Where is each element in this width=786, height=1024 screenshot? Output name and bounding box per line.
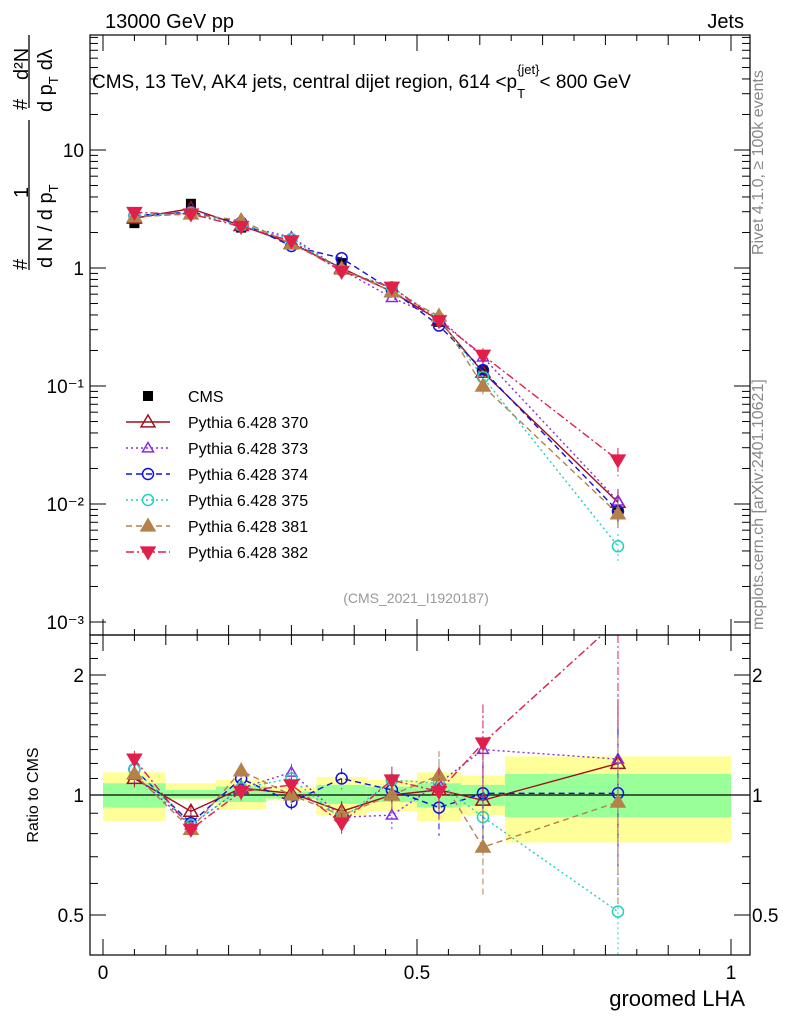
- ratio-point: [283, 779, 300, 794]
- data-series: [126, 198, 627, 955]
- ratio-ylabel: Ratio to CMS: [25, 747, 42, 842]
- legend-entry: Pythia 6.428 382: [126, 545, 308, 562]
- main-point: [283, 235, 300, 250]
- ratio-tick-label-right: 0.5: [752, 906, 778, 927]
- ratio-point: [182, 823, 200, 838]
- y-tick-label: 10: [63, 141, 84, 162]
- ratio-point: [283, 786, 300, 801]
- legend-label: Pythia 6.428 382: [188, 545, 308, 562]
- ratio-point: [611, 905, 625, 918]
- main-point: [126, 206, 143, 222]
- ratio-tick-label-right: 1: [752, 786, 763, 807]
- ratio-tick-label: 0.5: [58, 906, 84, 927]
- rivet-label: Rivet 4.1.0, ≥ 100k events: [750, 70, 767, 255]
- main-point: [474, 377, 492, 392]
- legend-marker: [143, 391, 153, 401]
- legend-entry: Pythia 6.428 381: [126, 517, 308, 536]
- legend-label: Pythia 6.428 381: [188, 519, 308, 536]
- ratio-series-line: [133, 769, 619, 848]
- legend: CMS Pythia 6.428 370 Pythia 6.428 373 Pythi…: [126, 389, 308, 562]
- header-energy: 13000 GeV pp: [105, 11, 234, 33]
- ratio-point: [474, 737, 492, 752]
- ratio-tick-label-right: 2: [752, 666, 763, 687]
- axis-ticks: 10 1 10⁻¹ 10⁻² 10⁻³ 2 2 1 1 0.5 0.5 0 0.5 1: [47, 35, 778, 984]
- header-process: Jets: [707, 11, 744, 33]
- main-point: [333, 265, 350, 280]
- y-tick-label: 10⁻²: [47, 495, 85, 516]
- legend-entry: CMS: [143, 389, 224, 406]
- legend-label: Pythia 6.428 374: [188, 467, 308, 484]
- x-tick-label: 0.5: [404, 963, 430, 984]
- main-point: [609, 505, 627, 520]
- ylabel-denominator-2: d pTdλ: [35, 49, 61, 112]
- ylabel-numerator: 1: [11, 187, 33, 198]
- legend-label: CMS: [188, 389, 224, 406]
- ratio-point: [182, 802, 200, 817]
- ratio-point: [609, 793, 627, 808]
- ratio-point: [126, 765, 143, 780]
- y-tick-label: 10⁻³: [47, 613, 85, 634]
- main-series-line: [134, 207, 619, 503]
- legend-marker: [139, 413, 157, 428]
- main-series-line: [134, 213, 619, 515]
- main-point: [182, 208, 200, 223]
- ylabel-denominator: d N / d pT: [35, 184, 61, 268]
- ylabel-hash: #: [10, 98, 32, 110]
- main-point: [430, 315, 448, 330]
- ratio-point: [474, 838, 492, 853]
- legend-marker: [139, 546, 157, 561]
- y-tick-label: 10⁻¹: [47, 377, 85, 398]
- ratio-series-line: [133, 768, 618, 825]
- legend-entry: Pythia 6.428 373: [126, 441, 308, 458]
- main-point: [474, 349, 492, 364]
- legend-marker: [141, 493, 155, 507]
- legend-marker: [141, 441, 155, 453]
- main-point: [609, 454, 627, 469]
- legend-marker: [141, 467, 155, 481]
- x-tick-label: 1: [726, 963, 737, 984]
- series-375: [128, 206, 625, 955]
- y-tick-label: 1: [73, 259, 84, 280]
- x-axis-label: groomed LHA: [609, 986, 745, 1011]
- ratio-point: [232, 762, 250, 777]
- analysis-id: (CMS_2021_I1920187): [343, 590, 489, 606]
- mcplots-label: mcplots.cern.ch [arXiv:2401.10621]: [750, 379, 767, 630]
- ratio-point: [385, 808, 399, 820]
- series-382: [126, 206, 627, 838]
- ylabel-hash: #: [10, 258, 32, 270]
- ratio-point: [383, 774, 401, 789]
- ratio-point: [430, 785, 448, 801]
- legend-label: Pythia 6.428 373: [188, 441, 308, 458]
- ratio-point: [126, 753, 143, 768]
- ratio-tick-label: 2: [73, 666, 84, 687]
- ylabel-numerator-2: d²N: [11, 48, 33, 80]
- main-ylabel: # # 1 d N / d pT d²N d pTdλ: [10, 35, 61, 270]
- legend-entry: Pythia 6.428 375: [126, 493, 308, 510]
- stat-uncertainty-band: [165, 789, 217, 799]
- legend-label: Pythia 6.428 370: [188, 415, 308, 432]
- legend-label: Pythia 6.428 375: [188, 493, 308, 510]
- main-point: [611, 539, 625, 553]
- cms-point: [185, 198, 196, 209]
- ratio-point: [232, 785, 250, 801]
- main-point: [383, 281, 401, 296]
- x-tick-label: 0: [98, 963, 109, 984]
- ratio-point: [335, 772, 348, 785]
- ratio-point: [333, 817, 350, 832]
- ratio-series-line: [133, 768, 619, 913]
- ratio-tick-label: 1: [73, 786, 84, 807]
- legend-marker: [139, 517, 157, 532]
- legend-entry: Pythia 6.428 374: [126, 467, 308, 484]
- main-point: [232, 220, 250, 236]
- plot-title: CMS, 13 TeV, AK4 jets, central dijet reg…: [92, 62, 631, 101]
- legend-entry: Pythia 6.428 370: [126, 413, 308, 432]
